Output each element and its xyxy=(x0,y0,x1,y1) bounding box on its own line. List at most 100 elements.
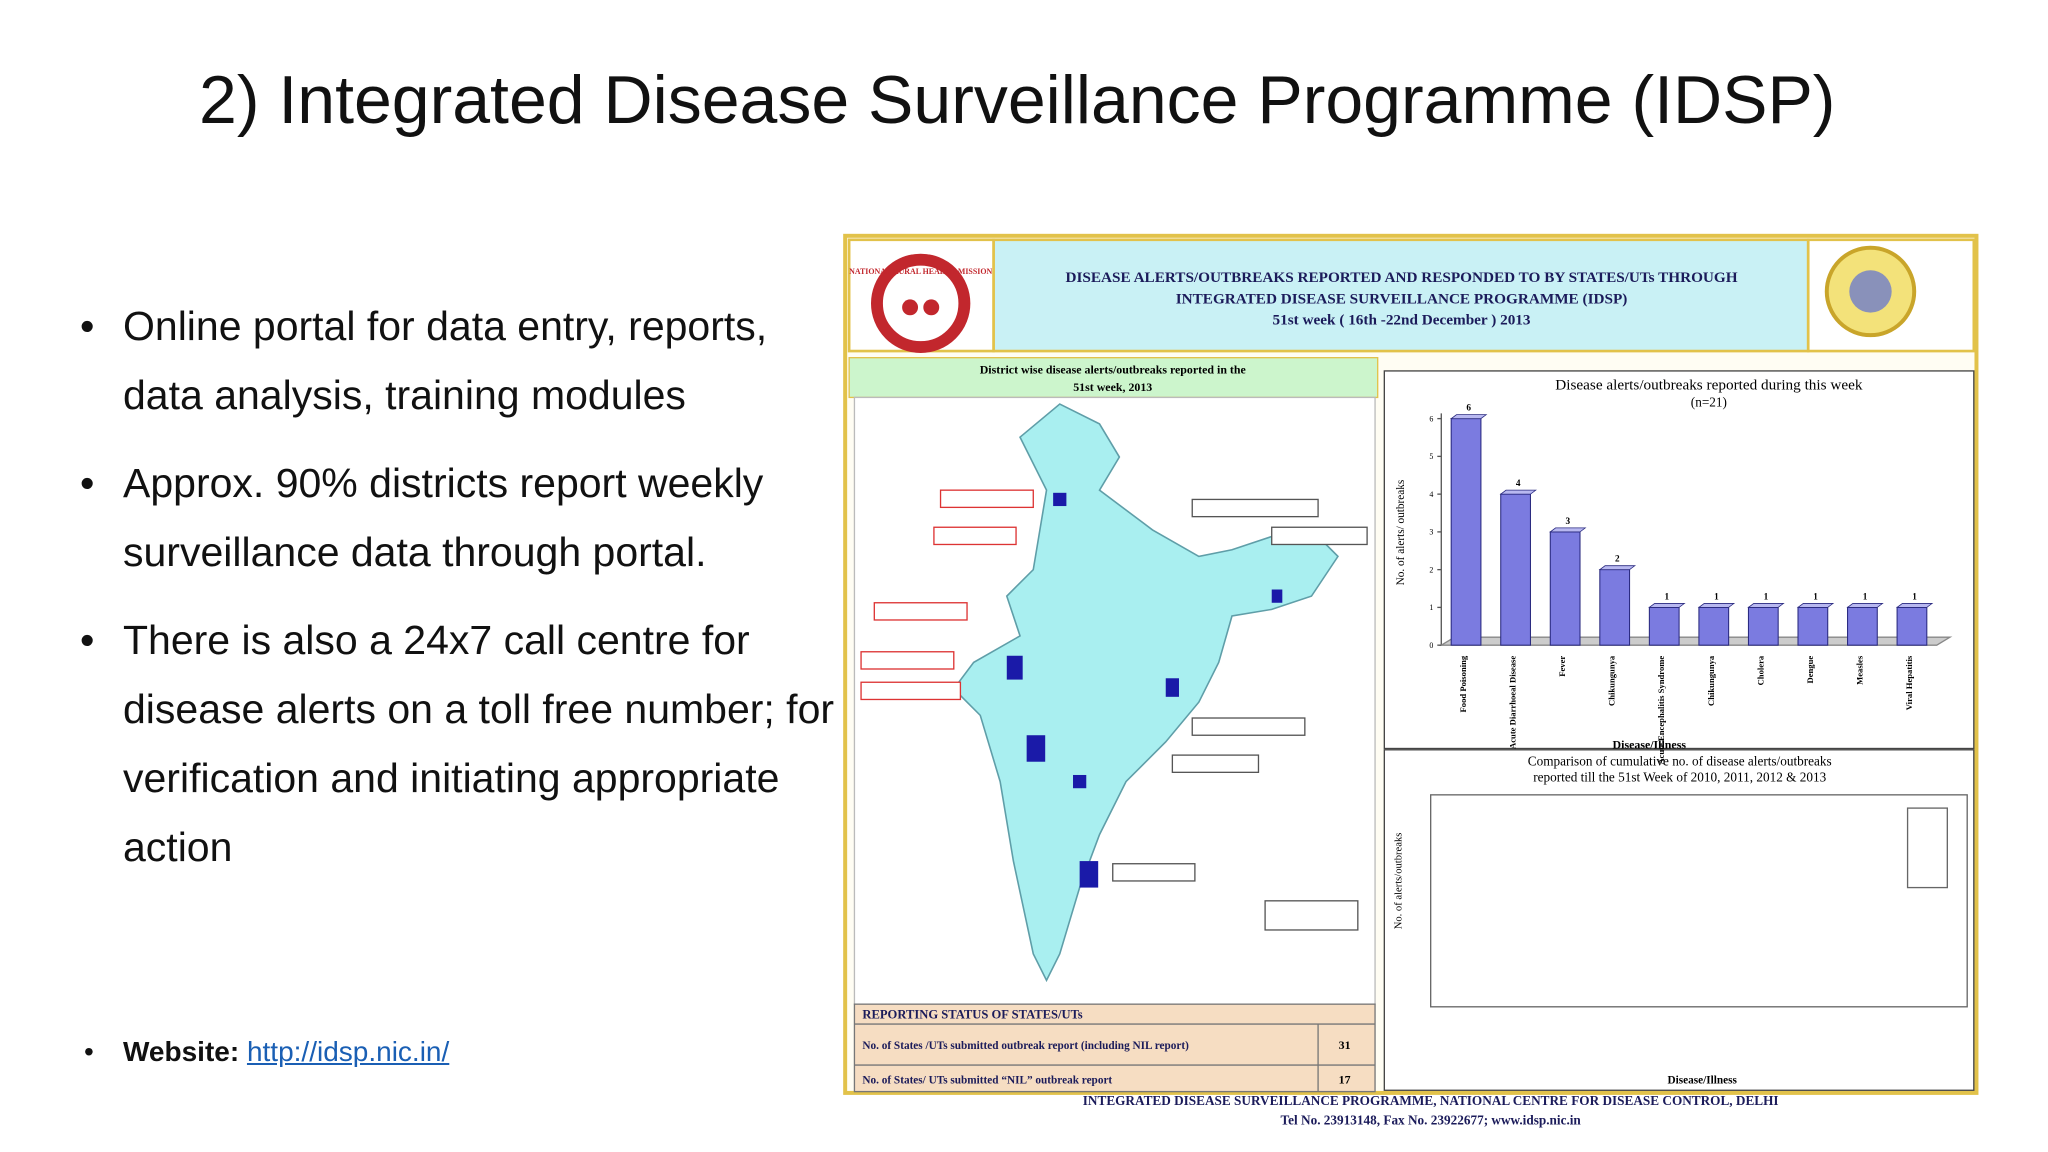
bar-top xyxy=(1598,565,1637,571)
bar xyxy=(1599,569,1631,646)
x-tick-label: Viral Hepatitis xyxy=(1904,655,1914,710)
outbreak-district xyxy=(1026,735,1046,762)
bullet: There is also a 24x7 call centre for dis… xyxy=(80,606,843,882)
outbreak-district xyxy=(1053,492,1067,507)
x-tick-label: Measles xyxy=(1854,655,1864,685)
map-callout xyxy=(1271,526,1368,546)
bullet: Online portal for data entry, reports, d… xyxy=(80,292,843,430)
india-map xyxy=(952,403,1339,983)
website-line: Website: http://idsp.nic.in/ xyxy=(80,1036,449,1068)
bar-top xyxy=(1697,603,1736,608)
bar xyxy=(1747,606,1779,646)
map-callout xyxy=(939,489,1034,509)
y-tick-label: 4 xyxy=(1429,490,1433,499)
bar xyxy=(1847,606,1878,646)
bar-top xyxy=(1449,414,1488,420)
bar-top xyxy=(1648,603,1686,608)
x-tick-label: Chikungunya xyxy=(1706,655,1716,706)
table-row-value: 17 xyxy=(1339,1073,1351,1087)
y-tick-label: 1 xyxy=(1429,603,1433,612)
poster-header: 51st week ( 16th -22nd December ) 2013 xyxy=(1273,312,1531,329)
logo-text: NATIONAL RURAL HEALTH MISSION xyxy=(849,267,992,276)
website-link[interactable]: http://idsp.nic.in/ xyxy=(246,1036,450,1067)
map-callout xyxy=(1191,717,1306,736)
x-tick-label: Food Poisoning xyxy=(1458,655,1468,712)
value-label: 1 xyxy=(1813,592,1818,602)
chart-title: reported till the 51st Week of 2010, 201… xyxy=(1533,770,1826,785)
y-axis-label: No. of alerts/ outbreaks xyxy=(1395,480,1407,586)
value-label: 1 xyxy=(1764,592,1769,602)
map-callout xyxy=(1191,498,1319,518)
outbreak-district xyxy=(1073,774,1087,789)
map-callout xyxy=(1112,863,1196,882)
value-label: 1 xyxy=(1714,592,1719,602)
bar xyxy=(1896,606,1928,646)
chart-title: Disease alerts/outbreaks reported during… xyxy=(1555,376,1863,393)
x-tick-label: Cholera xyxy=(1755,655,1765,685)
bar-top xyxy=(1895,603,1934,608)
comparison-plot-area xyxy=(1430,794,1968,1008)
outbreak-district xyxy=(1165,678,1179,697)
bar-top xyxy=(1499,489,1537,495)
map-callout xyxy=(1264,900,1359,931)
value-label: 2 xyxy=(1615,555,1620,565)
poster-header: DISEASE ALERTS/OUTBREAKS REPORTED AND RE… xyxy=(1065,269,1737,286)
bar-top xyxy=(1846,603,1884,608)
bullet-list: Online portal for data entry, reports, d… xyxy=(80,292,843,901)
value-label: 1 xyxy=(1863,592,1868,602)
table-row-label: No. of States/ UTs submitted “NIL” outbr… xyxy=(862,1075,1112,1087)
map-callout xyxy=(873,602,968,621)
x-axis-label: Disease/Illness xyxy=(1613,737,1687,751)
y-tick-label: 0 xyxy=(1429,641,1433,650)
bar xyxy=(1648,606,1680,646)
x-axis-label: Disease/Illness xyxy=(1668,1075,1738,1087)
logo-figure xyxy=(902,299,919,316)
chart-title: Comparison of cumulative no. of disease … xyxy=(1528,754,1832,769)
bar xyxy=(1500,493,1531,646)
y-axis-label: No. of alerts/outbreaks xyxy=(1394,833,1405,930)
y-tick-label: 2 xyxy=(1429,565,1433,574)
bar xyxy=(1549,531,1581,646)
value-label: 1 xyxy=(1912,592,1917,602)
table-title: REPORTING STATUS OF STATES/UTs xyxy=(862,1008,1082,1022)
value-label: 6 xyxy=(1466,404,1471,414)
bar-top xyxy=(1747,603,1785,608)
map-title-strip xyxy=(848,357,1379,399)
x-tick-label: Chikungunya xyxy=(1607,655,1617,706)
x-tick-label: Acute Diarrhoeal Disease xyxy=(1508,656,1518,749)
value-label: 1 xyxy=(1665,592,1670,602)
emblem xyxy=(1849,270,1892,313)
map-title: 51st week, 2013 xyxy=(1073,380,1152,394)
comparison-legend xyxy=(1906,807,1948,889)
bar xyxy=(1450,418,1482,646)
bar-top xyxy=(1549,527,1587,533)
x-tick-label: Acute Encephalitis Syndrome xyxy=(1656,656,1666,765)
y-tick-label: 5 xyxy=(1429,452,1433,461)
x-tick-label: Fever xyxy=(1557,656,1567,677)
table-row-value: 31 xyxy=(1339,1038,1351,1052)
slide-title: 2) Integrated Disease Surveillance Progr… xyxy=(199,62,1836,138)
header-band xyxy=(992,238,1810,353)
status-table xyxy=(853,1003,1376,1093)
comparison-chart-panel xyxy=(1383,749,1975,1091)
outbreak-district xyxy=(1079,861,1099,888)
website-label: Website: xyxy=(123,1036,240,1067)
value-label: 3 xyxy=(1565,517,1570,527)
map-callout xyxy=(860,651,955,670)
bar xyxy=(1698,606,1730,646)
logo-figure xyxy=(923,299,940,316)
bar-top xyxy=(1796,603,1835,608)
map-callout xyxy=(860,681,962,701)
x-tick-label: Dengue xyxy=(1805,656,1815,684)
map-title: District wise disease alerts/outbreaks r… xyxy=(980,363,1246,377)
bullet: Approx. 90% districts report weekly surv… xyxy=(80,449,843,587)
y-tick-label: 6 xyxy=(1429,414,1433,423)
table-row-label: No. of States /UTs submitted outbreak re… xyxy=(862,1040,1189,1052)
chart-subtitle: (n=21) xyxy=(1691,395,1727,410)
map-callout xyxy=(933,526,1017,546)
outbreak-district xyxy=(1006,655,1023,680)
map-callout xyxy=(1171,754,1260,773)
logo-ring xyxy=(870,253,971,354)
